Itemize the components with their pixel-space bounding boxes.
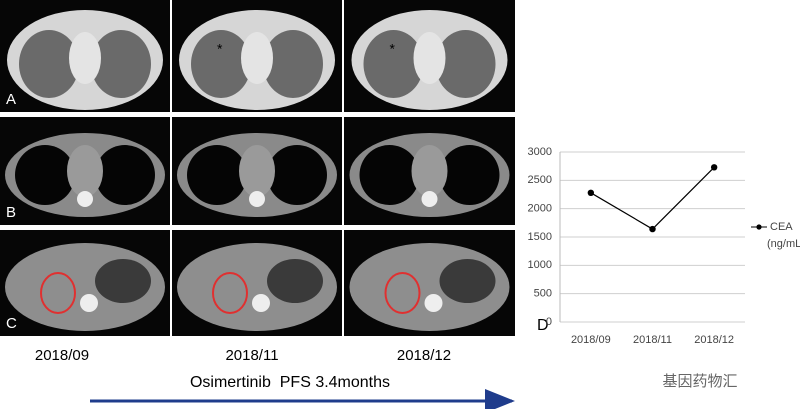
ct-mediastinum xyxy=(241,32,273,84)
y-tick-label: 1500 xyxy=(528,231,552,243)
ct-lung xyxy=(15,145,75,205)
ct-spine xyxy=(77,191,93,207)
y-tick-label: 2000 xyxy=(528,203,552,215)
ct-mediastinum xyxy=(413,32,446,84)
ct-spine xyxy=(249,191,265,207)
ct-lung xyxy=(435,30,496,98)
ct-spine xyxy=(252,294,270,312)
panel-label: B xyxy=(6,204,16,221)
data-point xyxy=(587,189,595,196)
ct-mediastinum xyxy=(239,145,275,197)
date-label: 2018/11 xyxy=(225,347,278,364)
x-tick-label: 2018/12 xyxy=(694,334,734,346)
ct-lung xyxy=(439,145,500,205)
panel-label: C xyxy=(6,315,17,332)
ct-organ xyxy=(95,259,151,303)
lesion-circle xyxy=(384,272,421,314)
ct-spine xyxy=(424,294,443,312)
x-tick-label: 2018/11 xyxy=(633,334,672,346)
ct-lung xyxy=(191,30,251,98)
ct-spine xyxy=(421,191,438,207)
legend-label: CEA xyxy=(770,221,793,233)
lesion-circle xyxy=(212,272,248,314)
y-tick-label: 3000 xyxy=(528,146,552,158)
ct-marker: * xyxy=(390,41,396,57)
ct-lung xyxy=(91,30,151,98)
ct-lung xyxy=(187,145,247,205)
treatment-label: Osimertinib PFS 3.4months xyxy=(190,374,390,391)
ct-lung xyxy=(363,30,424,98)
watermark: 基因药物汇 xyxy=(662,373,737,390)
ct-lung xyxy=(359,145,420,205)
ct-organ xyxy=(439,259,496,303)
ct-organ xyxy=(267,259,323,303)
ct-lung xyxy=(19,30,79,98)
legend-unit: (ng/mL) xyxy=(767,238,800,250)
line-chart: 0 500 1000 1500 2000 2500 3000 2018/09 2018/11 20… xyxy=(528,146,800,346)
ct-mediastinum xyxy=(69,32,101,84)
x-tick-label: 2018/09 xyxy=(571,334,611,346)
ct-lung xyxy=(95,145,155,205)
panel-label: A xyxy=(6,91,16,108)
ct-mediastinum xyxy=(411,145,448,197)
lesion-circle xyxy=(40,272,76,314)
ct-lung xyxy=(267,145,327,205)
legend-marker xyxy=(756,224,762,230)
y-tick-label: 0 xyxy=(546,316,552,328)
ct-mediastinum xyxy=(67,145,103,197)
data-line xyxy=(590,166,715,230)
ct-panels: * * A B C xyxy=(0,0,515,336)
data-point xyxy=(710,164,718,171)
y-tick-label: 2500 xyxy=(528,174,552,186)
data-point xyxy=(649,225,656,233)
panel-label: D xyxy=(537,317,549,334)
ct-marker: * xyxy=(217,41,223,57)
date-label: 2018/09 xyxy=(35,347,89,364)
ct-spine xyxy=(80,294,98,312)
y-tick-label: 500 xyxy=(534,288,552,300)
ct-lung xyxy=(263,30,323,98)
y-tick-label: 1000 xyxy=(528,259,552,271)
date-label: 2018/12 xyxy=(397,347,451,364)
